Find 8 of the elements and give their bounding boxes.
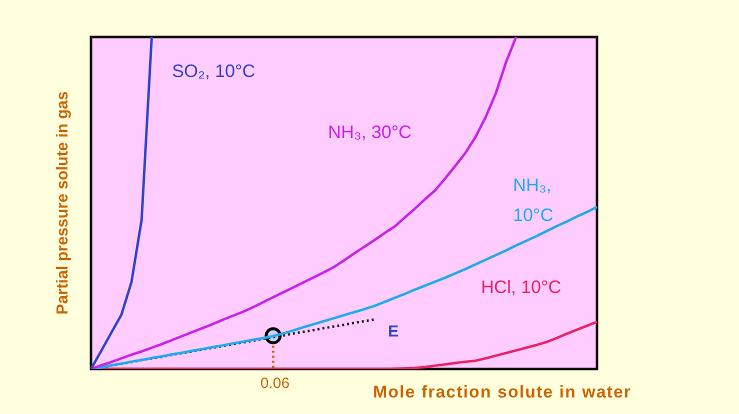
y-axis-title: Partial pressure solute in gas (54, 91, 72, 315)
series-label: SO₂, 10°C (172, 60, 256, 81)
annotation: E (388, 323, 399, 340)
series-label: NH₃, 10°C (513, 174, 554, 225)
text: 0.06 (260, 375, 290, 392)
text: NH₃, 30°C (328, 122, 412, 142)
x-axis-title: Mole fraction solute in water (373, 382, 632, 402)
text: HCl, 10°C (481, 276, 562, 297)
